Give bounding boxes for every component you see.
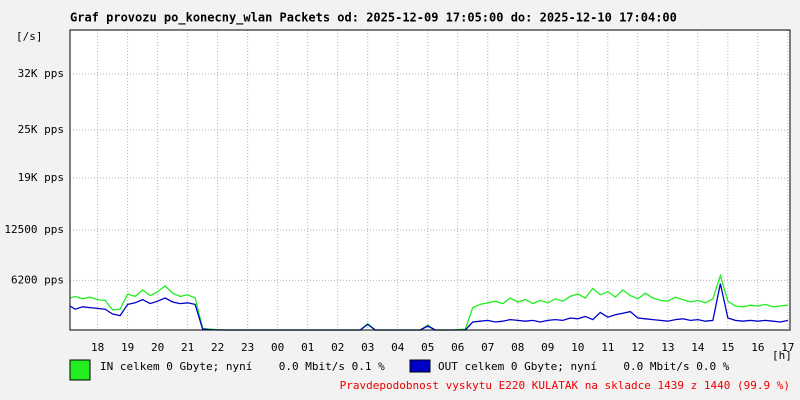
x-tick-label: 22 xyxy=(211,341,224,354)
legend-label: IN celkem 0 Gbyte; nyní 0.0 Mbit/s 0.1 % xyxy=(100,360,385,373)
x-tick-label: 17 xyxy=(781,341,794,354)
x-tick-label: 02 xyxy=(331,341,344,354)
x-tick-label: 15 xyxy=(721,341,734,354)
x-tick-label: 05 xyxy=(421,341,434,354)
y-tick-label: 32K pps xyxy=(18,67,64,80)
x-tick-label: 23 xyxy=(241,341,254,354)
x-tick-label: 04 xyxy=(391,341,405,354)
y-tick-label: 6200 pps xyxy=(11,273,64,286)
x-tick-label: 12 xyxy=(631,341,644,354)
x-tick-label: 03 xyxy=(361,341,374,354)
x-tick-label: 07 xyxy=(481,341,494,354)
x-tick-label: 19 xyxy=(121,341,134,354)
x-tick-label: 06 xyxy=(451,341,464,354)
x-tick-label: 14 xyxy=(691,341,705,354)
plot-area xyxy=(70,30,790,330)
legend-swatch xyxy=(69,359,91,381)
x-tick-label: 08 xyxy=(511,341,524,354)
x-tick-label: 09 xyxy=(541,341,554,354)
chart-title: Graf provozu po_konecny_wlan Packets od:… xyxy=(70,11,677,26)
y-tick-label: 12500 pps xyxy=(4,223,64,236)
x-tick-label: 16 xyxy=(751,341,764,354)
x-tick-label: 00 xyxy=(271,341,284,354)
data-line xyxy=(69,283,789,331)
y-tick-label: 25K pps xyxy=(18,123,64,136)
legend-swatch xyxy=(409,359,431,373)
plot-border xyxy=(69,29,791,331)
x-tick-label: 01 xyxy=(301,341,314,354)
y-tick-label: 19K pps xyxy=(18,171,64,184)
x-axis-label: [h] xyxy=(772,349,792,362)
data-line xyxy=(69,273,788,331)
x-tick-label: 20 xyxy=(151,341,164,354)
legend-label: OUT celkem 0 Gbyte; nyní 0.0 Mbit/s 0.0 … xyxy=(438,360,730,373)
x-tick-label: 11 xyxy=(601,341,614,354)
x-tick-label: 10 xyxy=(571,341,584,354)
footer-note: Pravdepodobnost vyskytu E220 KULATAK na … xyxy=(340,379,790,392)
x-tick-label: 18 xyxy=(91,341,104,354)
x-tick-label: 13 xyxy=(661,341,674,354)
y-axis-label: [/s] xyxy=(16,30,43,43)
x-tick-label: 21 xyxy=(181,341,194,354)
